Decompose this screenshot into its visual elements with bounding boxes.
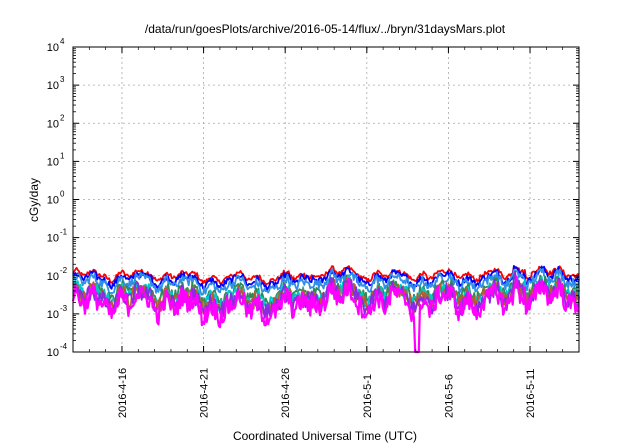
y-tick-label: 10 [47,156,59,168]
y-tick-label: 10 [47,118,59,130]
y-tick-exponent: 1 [60,151,65,160]
series-lines [71,265,580,354]
x-tick-label: 2016-5-1 [362,374,374,418]
y-tick-label: 10 [47,80,59,92]
chart-title: /data/run/goesPlots/archive/2016-05-14/f… [145,22,506,36]
y-tick-exponent: -2 [60,266,68,275]
x-axis-ticks: 2016-4-16 2016-4-21 2016-4-26 2016-5-1 2016-… [72,47,580,418]
y-tick-label: 10 [47,309,59,321]
y-tick-label: 10 [47,347,59,359]
y-tick-exponent: 0 [60,190,65,199]
x-tick-label: 2016-5-11 [525,369,537,418]
y-tick-exponent: -4 [60,342,68,351]
y-tick-label: 10 [47,195,59,207]
x-tick-label: 2016-4-26 [280,368,292,418]
series-line [72,265,580,286]
series-line [72,265,580,292]
x-tick-label: 2016-4-16 [117,368,129,418]
y-tick-label: 10 [47,233,59,245]
y-tick-label: 10 [47,42,59,54]
x-tick-label: 2016-4-21 [199,368,211,418]
y-tick-exponent: -3 [60,304,68,313]
y-tick-exponent: 2 [60,113,65,122]
series-line [71,275,580,354]
y-axis-label: cGy/day [27,178,41,222]
y-tick-exponent: 3 [60,75,65,84]
y-tick-exponent: -1 [60,228,68,237]
x-axis-label: Coordinated Universal Time (UTC) [233,429,417,443]
series-line [72,267,580,296]
y-tick-exponent: 4 [60,37,65,46]
x-tick-label: 2016-5-6 [443,374,455,418]
y-tick-label: 10 [47,271,59,283]
